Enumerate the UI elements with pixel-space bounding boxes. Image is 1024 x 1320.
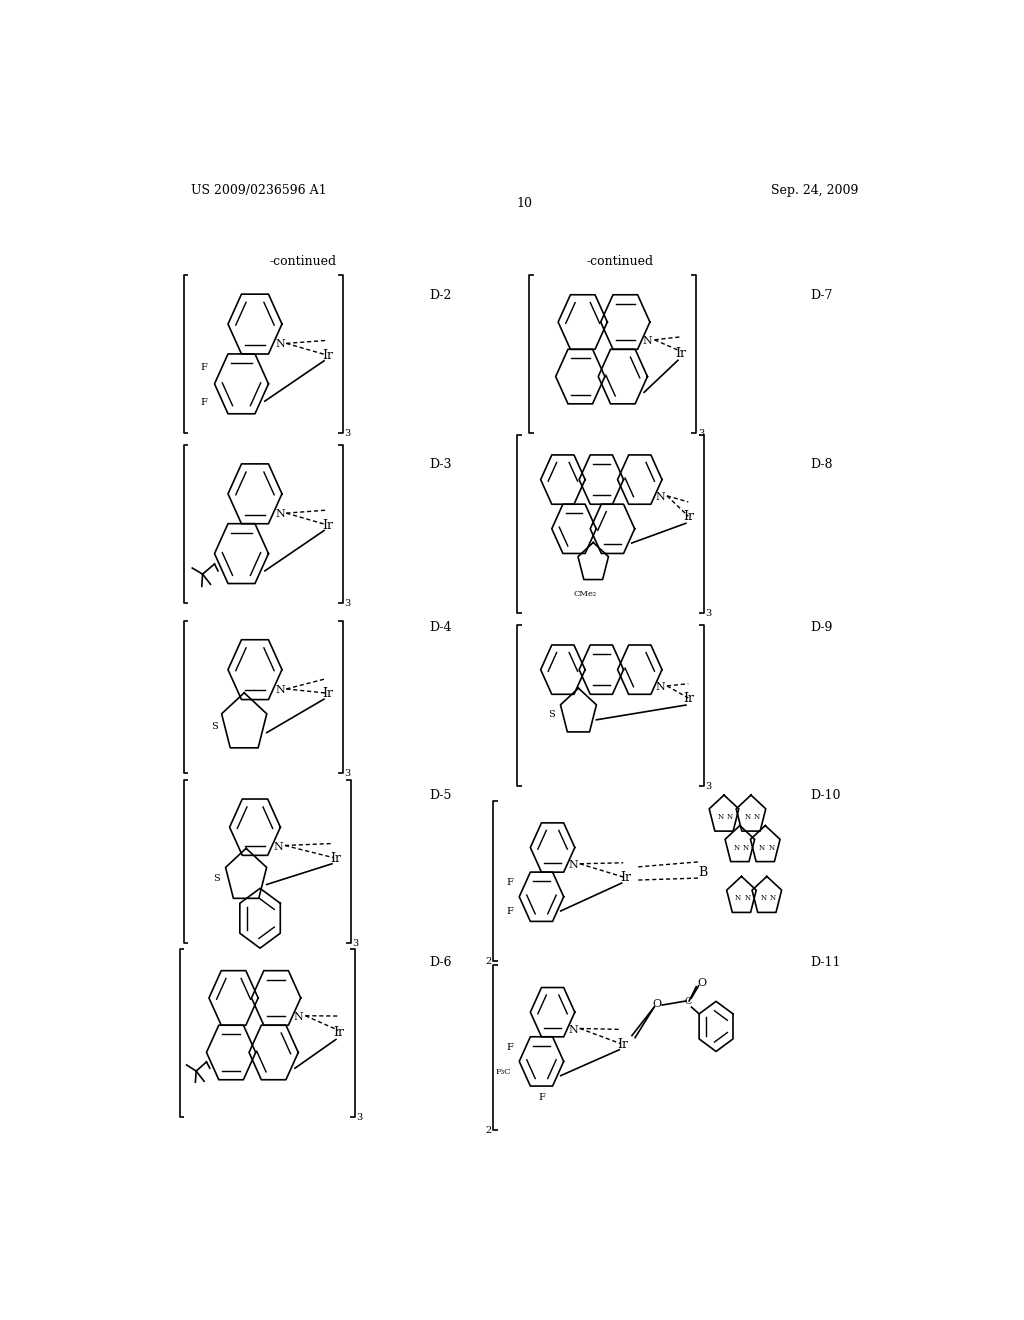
Text: N: N — [273, 842, 284, 851]
Text: Ir: Ir — [620, 871, 631, 884]
Text: Ir: Ir — [323, 348, 334, 362]
Text: S: S — [213, 874, 220, 883]
Text: Ir: Ir — [334, 1027, 344, 1039]
Text: O: O — [697, 978, 707, 987]
Text: F: F — [507, 1043, 513, 1052]
Text: Sep. 24, 2009: Sep. 24, 2009 — [771, 183, 858, 197]
Text: N: N — [655, 492, 665, 502]
Text: N: N — [727, 813, 733, 821]
Text: F: F — [539, 1093, 545, 1102]
Text: 2: 2 — [485, 1126, 492, 1135]
Text: 2: 2 — [485, 957, 492, 966]
Text: N: N — [770, 895, 776, 903]
Text: US 2009/0236596 A1: US 2009/0236596 A1 — [191, 183, 327, 197]
Text: N: N — [568, 859, 579, 870]
Text: N: N — [294, 1012, 303, 1022]
Text: Ir: Ir — [684, 511, 694, 523]
Text: N: N — [275, 685, 285, 696]
Text: D-7: D-7 — [811, 289, 833, 302]
Text: D-4: D-4 — [430, 620, 452, 634]
Text: N: N — [655, 682, 665, 692]
Text: -continued: -continued — [587, 255, 653, 268]
Text: D-2: D-2 — [430, 289, 452, 302]
Text: D-3: D-3 — [430, 458, 452, 471]
Text: 3: 3 — [352, 939, 358, 948]
Text: N: N — [733, 843, 739, 851]
Text: 3: 3 — [345, 429, 351, 438]
Text: S: S — [549, 710, 555, 719]
Text: F₃C: F₃C — [496, 1068, 511, 1076]
Text: N: N — [735, 895, 741, 903]
Text: 3: 3 — [697, 429, 705, 438]
Text: N: N — [275, 510, 285, 519]
Text: N: N — [744, 813, 751, 821]
Text: CMe₂: CMe₂ — [573, 590, 597, 598]
Text: D-11: D-11 — [811, 957, 841, 969]
Text: Ir: Ir — [684, 692, 694, 705]
Text: Ir: Ir — [676, 347, 686, 360]
Text: N: N — [568, 1024, 579, 1035]
Text: N: N — [718, 813, 724, 821]
Text: N: N — [743, 843, 750, 851]
Text: F: F — [507, 878, 513, 887]
Text: N: N — [643, 335, 652, 346]
Text: Ir: Ir — [617, 1038, 629, 1051]
Text: Ir: Ir — [323, 519, 334, 532]
Text: N: N — [754, 813, 760, 821]
Text: F: F — [201, 363, 207, 372]
Text: D-5: D-5 — [430, 789, 452, 801]
Text: O: O — [652, 999, 662, 1008]
Text: 3: 3 — [345, 770, 351, 779]
Text: F: F — [201, 397, 207, 407]
Text: N: N — [275, 339, 285, 350]
Text: D-8: D-8 — [811, 458, 833, 471]
Text: C: C — [684, 997, 691, 1006]
Text: B: B — [698, 866, 708, 879]
Text: N: N — [759, 843, 765, 851]
Text: N: N — [761, 895, 767, 903]
Text: 3: 3 — [356, 1113, 362, 1122]
Text: 3: 3 — [706, 781, 712, 791]
Text: 10: 10 — [517, 197, 532, 210]
Text: 3: 3 — [345, 598, 351, 607]
Text: D-6: D-6 — [430, 957, 452, 969]
Text: S: S — [211, 722, 218, 731]
Text: Ir: Ir — [331, 851, 341, 865]
Text: D-9: D-9 — [811, 620, 833, 634]
Text: D-10: D-10 — [811, 789, 841, 801]
Text: -continued: -continued — [269, 255, 336, 268]
Text: N: N — [768, 843, 774, 851]
Text: 3: 3 — [706, 609, 712, 618]
Text: N: N — [744, 895, 751, 903]
Text: Ir: Ir — [323, 688, 334, 700]
Text: F: F — [507, 907, 513, 916]
